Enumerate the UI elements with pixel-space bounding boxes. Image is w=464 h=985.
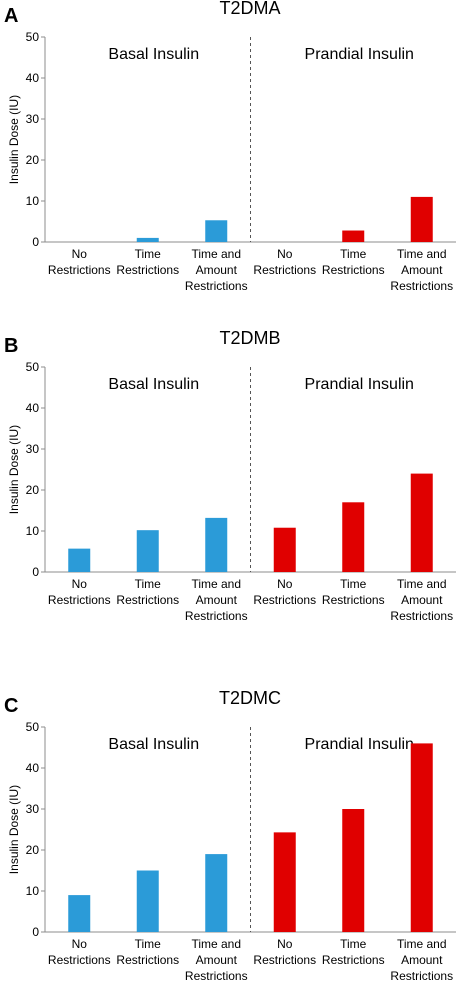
y-tick-label: 50 — [26, 720, 40, 734]
y-tick-label: 20 — [26, 483, 40, 497]
y-tick-label: 50 — [26, 360, 40, 374]
y-tick-label: 40 — [26, 401, 40, 415]
x-category-label: Time Restrictions — [322, 577, 385, 607]
bar-basal-1 — [68, 548, 91, 572]
section-label-basal: Basal Insulin — [108, 736, 199, 753]
bar-prandial-2 — [342, 809, 365, 932]
bar-prandial-3 — [410, 196, 433, 242]
x-category-label: No Restrictions — [48, 247, 111, 277]
y-tick-label: 0 — [32, 925, 39, 939]
bar-prandial-2 — [342, 502, 365, 572]
bar-prandial-1 — [273, 527, 296, 572]
bar-prandial-1 — [273, 832, 296, 932]
y-tick-label: 10 — [26, 884, 40, 898]
y-tick-label: 30 — [26, 112, 40, 126]
chart-panel-b: B T2DMB Insulin Dose (IU) 0 10 20 30 40 50 Basal … — [4, 328, 456, 623]
bar-basal-3 — [205, 854, 228, 932]
bar-prandial-3 — [410, 473, 433, 572]
chart-panel-a: A T2DMA Insulin Dose (IU) 0 10 20 30 40 50 Basal … — [4, 0, 456, 293]
x-category-label: Time and Amount Restrictions — [185, 247, 248, 293]
y-axis-label: Insulin Dose (IU) — [7, 95, 21, 184]
x-category-label: No Restrictions — [48, 937, 111, 967]
bar-basal-2 — [136, 237, 159, 242]
x-category-label: Time and Amount Restrictions — [185, 937, 248, 983]
y-axis-label: Insulin Dose (IU) — [7, 785, 21, 874]
x-category-label: No Restrictions — [253, 937, 316, 967]
chart-panel-c: C T2DMC Insulin Dose (IU) 0 10 20 30 40 50 Basal … — [4, 688, 456, 983]
x-category-label: No Restrictions — [253, 247, 316, 277]
x-category-label: Time Restrictions — [116, 247, 179, 277]
x-category-label: Time Restrictions — [322, 247, 385, 277]
x-category-label: Time Restrictions — [116, 937, 179, 967]
y-tick-label: 10 — [26, 524, 40, 538]
section-label-prandial: Prandial Insulin — [305, 736, 414, 753]
chart-title: T2DMB — [219, 328, 280, 348]
bar-basal-3 — [205, 220, 228, 242]
x-category-label: No Restrictions — [253, 577, 316, 607]
x-category-label: No Restrictions — [48, 577, 111, 607]
bar-basal-1 — [68, 895, 91, 932]
y-tick-label: 30 — [26, 802, 40, 816]
panel-letter: B — [4, 335, 18, 357]
y-tick-label: 10 — [26, 194, 40, 208]
x-category-label: Time and Amount Restrictions — [390, 247, 453, 293]
chart-title: T2DMC — [219, 688, 281, 708]
section-label-basal: Basal Insulin — [108, 46, 199, 63]
x-category-label: Time and Amount Restrictions — [390, 577, 453, 623]
y-tick-label: 20 — [26, 843, 40, 857]
y-tick-label: 50 — [26, 30, 40, 44]
bar-prandial-3 — [410, 743, 433, 932]
y-tick-label: 0 — [32, 565, 39, 579]
x-category-label: Time Restrictions — [116, 577, 179, 607]
chart-title: T2DMA — [219, 0, 280, 18]
panel-letter: A — [4, 5, 18, 27]
bar-basal-3 — [205, 517, 228, 572]
y-tick-label: 40 — [26, 761, 40, 775]
y-tick-label: 20 — [26, 153, 40, 167]
section-label-prandial: Prandial Insulin — [305, 376, 414, 393]
y-tick-label: 40 — [26, 71, 40, 85]
bar-basal-2 — [136, 870, 159, 932]
x-category-label: Time and Amount Restrictions — [185, 577, 248, 623]
x-category-label: Time Restrictions — [322, 937, 385, 967]
bar-basal-2 — [136, 530, 159, 572]
y-tick-label: 0 — [32, 235, 39, 249]
y-axis-label: Insulin Dose (IU) — [7, 425, 21, 514]
panel-letter: C — [4, 695, 18, 717]
bar-prandial-2 — [342, 230, 365, 242]
section-label-prandial: Prandial Insulin — [305, 46, 414, 63]
x-category-label: Time and Amount Restrictions — [390, 937, 453, 983]
section-label-basal: Basal Insulin — [108, 376, 199, 393]
y-tick-label: 30 — [26, 442, 40, 456]
